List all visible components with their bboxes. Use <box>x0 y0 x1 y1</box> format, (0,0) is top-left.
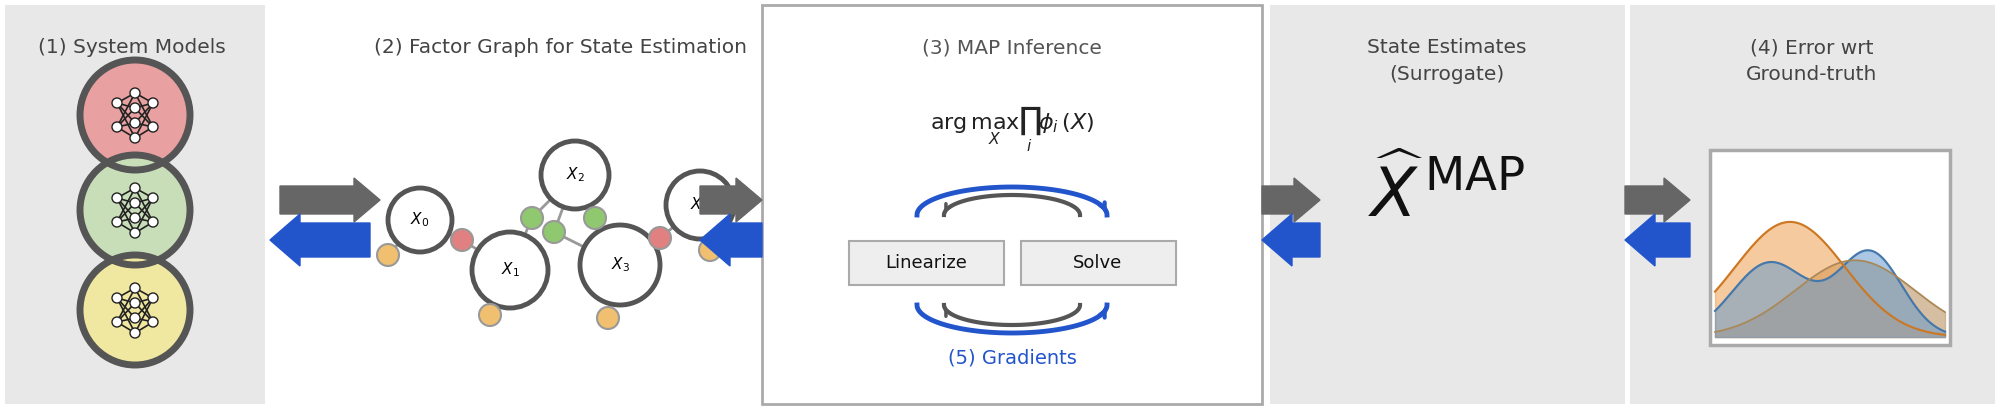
Circle shape <box>112 293 122 303</box>
Circle shape <box>452 229 474 251</box>
Circle shape <box>130 298 140 308</box>
Text: (Surrogate): (Surrogate) <box>1390 65 1504 84</box>
Circle shape <box>130 198 140 208</box>
Polygon shape <box>700 178 762 222</box>
Circle shape <box>112 122 122 132</box>
Polygon shape <box>280 178 380 222</box>
Circle shape <box>130 328 140 338</box>
Text: $X_3$: $X_3$ <box>610 256 630 274</box>
Polygon shape <box>270 214 370 266</box>
Circle shape <box>130 283 140 293</box>
Text: Ground-truth: Ground-truth <box>1746 65 1878 84</box>
Circle shape <box>148 193 158 203</box>
Circle shape <box>700 239 720 261</box>
Polygon shape <box>700 214 762 266</box>
Text: (4) Error wrt: (4) Error wrt <box>1750 38 1874 57</box>
Text: Solve: Solve <box>1074 254 1122 272</box>
Text: (5) Gradients: (5) Gradients <box>948 348 1076 367</box>
Circle shape <box>472 232 548 308</box>
Circle shape <box>584 207 606 229</box>
Bar <box>1710 150 1950 345</box>
Bar <box>1022 241 1176 285</box>
Circle shape <box>130 88 140 98</box>
Polygon shape <box>1624 214 1690 266</box>
Circle shape <box>130 228 140 238</box>
Text: $X_0$: $X_0$ <box>410 211 430 229</box>
Text: (1) System Models: (1) System Models <box>38 38 226 57</box>
Circle shape <box>130 213 140 223</box>
Circle shape <box>112 193 122 203</box>
Circle shape <box>376 244 400 266</box>
Text: Linearize: Linearize <box>886 254 966 272</box>
Text: (3) MAP Inference: (3) MAP Inference <box>922 38 1102 57</box>
Circle shape <box>596 307 620 329</box>
Circle shape <box>130 313 140 323</box>
Text: $\arg\max_X \prod_i \phi_i(X)$: $\arg\max_X \prod_i \phi_i(X)$ <box>930 105 1094 154</box>
Bar <box>1630 5 1996 404</box>
Text: (2) Factor Graph for State Estimation: (2) Factor Graph for State Estimation <box>374 38 746 57</box>
Text: State Estimates: State Estimates <box>1368 38 1526 57</box>
Polygon shape <box>1624 178 1690 222</box>
Circle shape <box>540 141 608 209</box>
Circle shape <box>80 60 190 170</box>
Circle shape <box>148 293 158 303</box>
Circle shape <box>112 317 122 327</box>
Polygon shape <box>1262 178 1320 222</box>
Text: $X_1$: $X_1$ <box>500 261 520 279</box>
Circle shape <box>666 171 734 239</box>
Circle shape <box>112 98 122 108</box>
Circle shape <box>112 217 122 227</box>
Circle shape <box>130 118 140 128</box>
Text: $X_4$: $X_4$ <box>690 196 710 214</box>
Circle shape <box>130 133 140 143</box>
Circle shape <box>148 317 158 327</box>
Circle shape <box>480 304 500 326</box>
Circle shape <box>80 155 190 265</box>
Circle shape <box>130 183 140 193</box>
Circle shape <box>148 217 158 227</box>
Bar <box>1270 5 1624 404</box>
Text: $\widehat{X}^{\,\mathrm{MAP}}$: $\widehat{X}^{\,\mathrm{MAP}}$ <box>1368 159 1526 231</box>
Bar <box>848 241 1004 285</box>
Circle shape <box>148 98 158 108</box>
Circle shape <box>388 188 452 252</box>
Circle shape <box>520 207 544 229</box>
Circle shape <box>148 122 158 132</box>
Text: $X_2$: $X_2$ <box>566 166 584 184</box>
Circle shape <box>130 103 140 113</box>
Circle shape <box>80 255 190 365</box>
Circle shape <box>580 225 660 305</box>
Circle shape <box>544 221 566 243</box>
Bar <box>762 5 1262 404</box>
Polygon shape <box>1262 214 1320 266</box>
Circle shape <box>648 227 672 249</box>
Bar <box>4 5 264 404</box>
